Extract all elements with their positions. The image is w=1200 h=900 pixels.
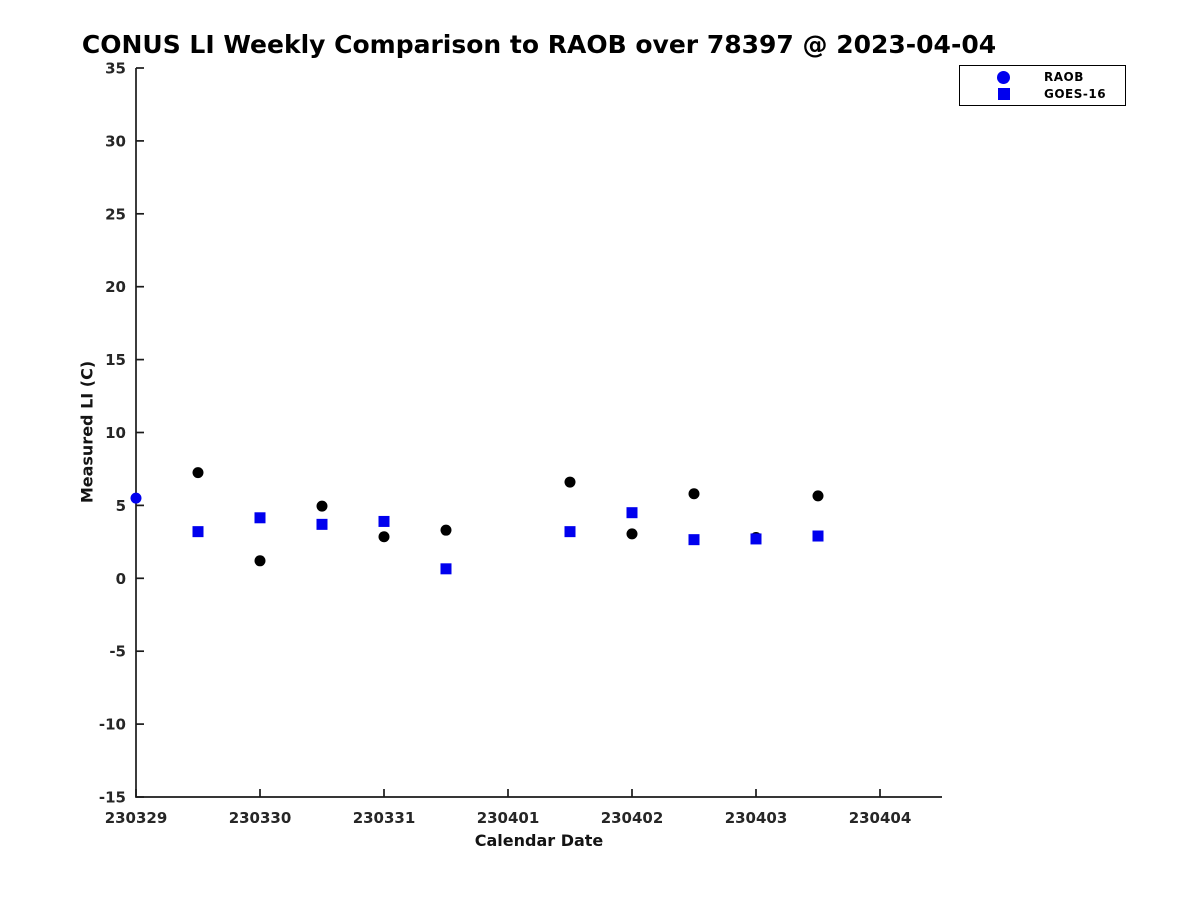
- data-point-raob: [688, 488, 700, 500]
- legend-label-raob: RAOB: [1044, 70, 1084, 84]
- data-point-goes-16: [254, 512, 266, 524]
- x-tick-label: 230402: [601, 809, 664, 827]
- data-point-raob: [130, 492, 142, 504]
- data-point-raob: [626, 528, 638, 540]
- x-tick-label: 230329: [105, 809, 168, 827]
- y-tick-label: 5: [116, 497, 126, 515]
- data-point-goes-16: [192, 526, 204, 538]
- data-point-raob: [812, 490, 824, 502]
- data-point-raob: [378, 531, 390, 543]
- x-tick-label: 230330: [229, 809, 292, 827]
- y-tick-label: 15: [105, 351, 126, 369]
- legend: RAOB GOES-16: [959, 65, 1126, 106]
- y-tick-label: -5: [109, 643, 126, 661]
- data-point-raob: [564, 476, 576, 488]
- x-tick-label: 230401: [477, 809, 540, 827]
- goes16-square-marker-icon: [998, 88, 1010, 100]
- data-point-goes-16: [440, 563, 452, 575]
- x-tick-label: 230331: [353, 809, 416, 827]
- axes-lines: [135, 68, 942, 798]
- legend-label-goes16: GOES-16: [1044, 87, 1107, 101]
- legend-item-raob: RAOB: [960, 69, 1125, 85]
- data-point-goes-16: [688, 534, 700, 546]
- x-tick-label: 230404: [849, 809, 912, 827]
- data-point-raob: [440, 524, 452, 536]
- y-tick-label: -10: [99, 716, 126, 734]
- y-tick-label: 30: [105, 132, 126, 150]
- y-tick-label: 35: [105, 60, 126, 78]
- data-point-goes-16: [812, 530, 824, 542]
- raob-circle-marker-icon: [997, 70, 1010, 84]
- y-tick-label: 25: [105, 205, 126, 223]
- data-point-raob: [316, 500, 328, 512]
- data-point-goes-16: [564, 526, 576, 538]
- data-point-raob: [254, 555, 266, 567]
- y-tick-label: 10: [105, 424, 126, 442]
- data-point-goes-16: [378, 515, 390, 527]
- data-point-goes-16: [316, 518, 328, 530]
- data-point-goes-16: [626, 507, 638, 519]
- x-axis-label: Calendar Date: [474, 831, 604, 850]
- chart-title: CONUS LI Weekly Comparison to RAOB over …: [81, 30, 997, 59]
- legend-item-goes16: GOES-16: [960, 86, 1125, 102]
- data-point-raob: [192, 467, 204, 479]
- y-tick-label: -15: [99, 789, 126, 807]
- y-tick-label: 0: [116, 570, 126, 588]
- x-tick-label: 230403: [725, 809, 788, 827]
- y-axis-label: Measured LI (C): [77, 360, 97, 504]
- data-point-goes-16: [750, 533, 762, 545]
- y-tick-label: 20: [105, 278, 126, 296]
